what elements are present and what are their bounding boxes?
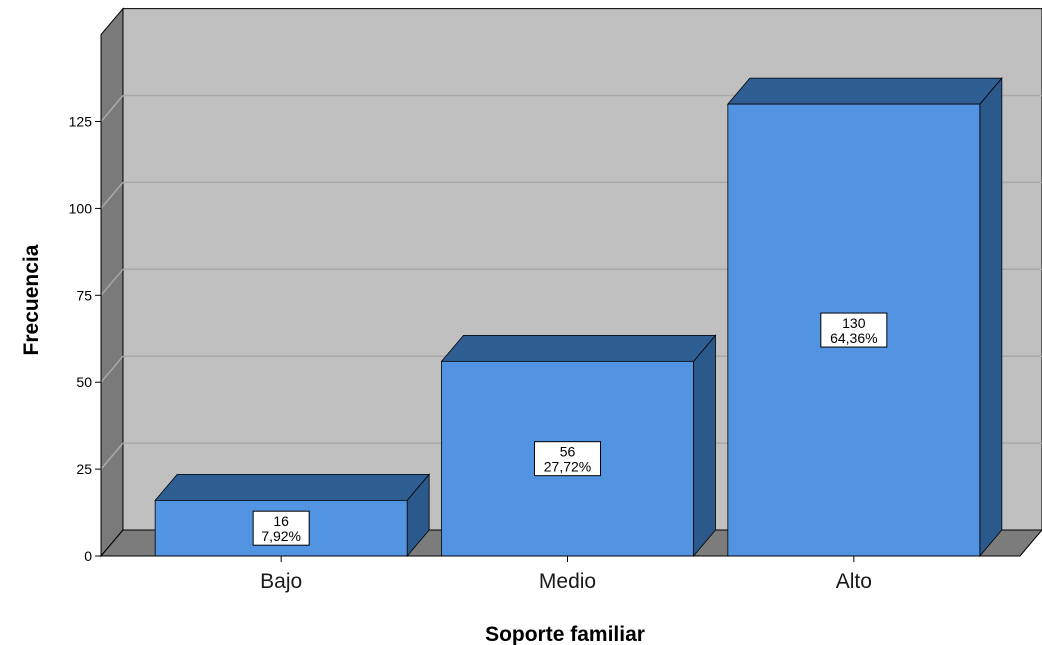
y-axis-ticks: 0 25 50 75 100 125 (69, 34, 102, 564)
data-label-count: 56 (560, 444, 576, 460)
data-label-count: 130 (842, 315, 866, 331)
data-label-box (820, 312, 888, 348)
data-label-count: 16 (273, 513, 289, 529)
data-label-box (252, 510, 310, 546)
bar-top (440, 334, 717, 362)
bar-side (979, 77, 1003, 558)
x-category-label: Medio (539, 570, 596, 593)
x-axis-categories: Bajo Medio Alto (101, 555, 1020, 593)
bar-top (726, 77, 1003, 105)
x-category-label: Bajo (260, 570, 302, 593)
bar-side (693, 334, 716, 558)
data-label-percent: 7,92% (261, 528, 301, 544)
y-tick-label: 125 (69, 114, 93, 130)
y-axis-title: Frecuencia (20, 244, 43, 355)
y-tick-label: 100 (69, 200, 93, 216)
data-label-percent: 64,36% (830, 330, 877, 346)
y-tick-label: 25 (76, 461, 92, 477)
gridline-left (100, 95, 124, 122)
data-label-percent: 27,72% (544, 459, 591, 475)
bar-bajo: 167,92% (154, 473, 431, 558)
gridline-left (100, 355, 124, 383)
gridline-left (100, 268, 124, 296)
y-tick-label: 0 (84, 548, 92, 564)
y-tick-label: 75 (76, 287, 92, 303)
bar-top (154, 473, 431, 501)
x-category-label: Alto (836, 570, 872, 593)
x-axis-title: Soporte familiar (485, 623, 645, 645)
y-tick-label: 50 (76, 374, 92, 390)
gridline-left (100, 442, 124, 470)
gridline-left (100, 181, 124, 209)
data-label-box (534, 441, 601, 477)
